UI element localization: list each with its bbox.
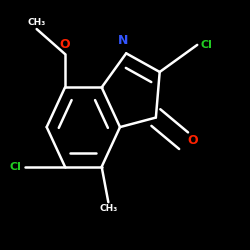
Text: Cl: Cl bbox=[200, 40, 212, 50]
Text: O: O bbox=[187, 134, 198, 147]
Text: O: O bbox=[60, 38, 70, 51]
Text: CH₃: CH₃ bbox=[99, 204, 117, 213]
Text: CH₃: CH₃ bbox=[28, 18, 46, 27]
Text: Cl: Cl bbox=[10, 162, 22, 172]
Text: N: N bbox=[118, 34, 128, 47]
